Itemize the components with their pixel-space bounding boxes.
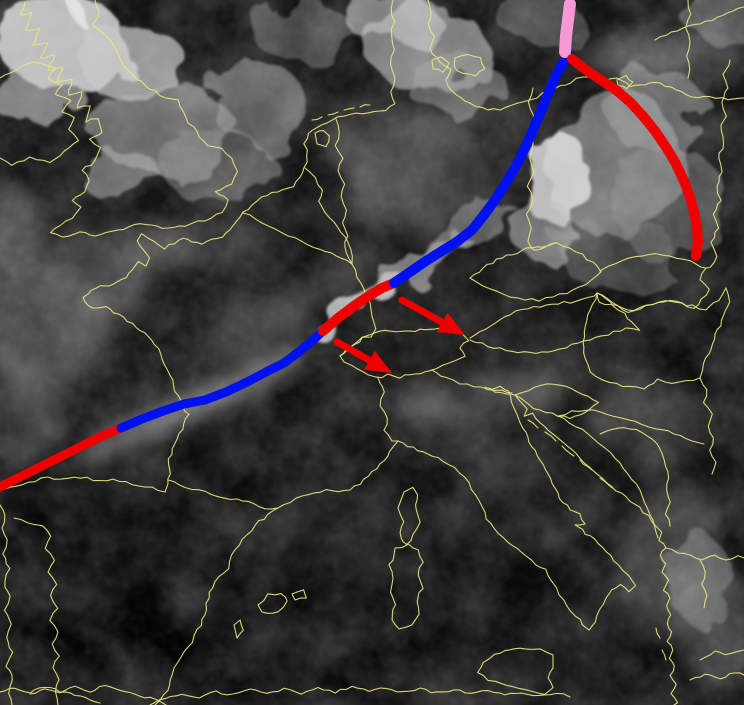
flow-arrow-north-alps-head — [436, 312, 465, 335]
flow-arrow-north-alps — [398, 296, 465, 335]
border-hungary-south-west-border — [582, 292, 701, 390]
occluded-front — [559, 0, 576, 58]
border-sardinia — [388, 543, 424, 630]
cold-front-germany — [389, 52, 575, 288]
border-frisian-islands-3 — [343, 107, 355, 111]
border-france-mediterranean-coast — [277, 440, 399, 509]
border-hungary-north-border — [596, 287, 727, 314]
border-slovakia-south-border — [596, 267, 710, 312]
border-morocco-coast — [0, 686, 101, 704]
border-ruegen-island — [616, 74, 634, 90]
border-ireland-coast — [0, 61, 80, 166]
border-ukraine-west-border — [705, 59, 731, 269]
border-greece-inland-border — [699, 559, 708, 609]
border-portugal-west-coast — [0, 504, 14, 705]
border-greece-south-coast — [689, 672, 744, 681]
border-austria-north-border — [469, 292, 598, 339]
border-peloponnese-coast — [699, 649, 744, 661]
border-serbia-romania-border — [699, 377, 717, 475]
border-sicily — [477, 647, 554, 695]
border-slovakia-north-border — [599, 253, 707, 272]
border-croatian-islands-4 — [579, 459, 593, 471]
border-croatia-adriatic-coast — [514, 394, 667, 549]
border-corsica — [397, 486, 421, 545]
border-sava-border — [557, 409, 705, 445]
border-sweden-coast — [654, 6, 744, 41]
border-ijsselmeer — [314, 130, 330, 148]
border-france-italy-border — [377, 377, 399, 442]
border-north-sea-coast — [242, 0, 396, 213]
border-italy-west-coast — [397, 385, 637, 631]
border-belgium-france-border — [242, 212, 353, 265]
border-ionian-islands-2 — [661, 649, 667, 661]
border-croatia-bosnia-border — [557, 415, 659, 539]
flow-arrow-south-alps — [333, 338, 392, 373]
border-frisian-islands-2 — [327, 111, 339, 116]
border-mallorca — [257, 593, 288, 614]
border-frisian-islands-4 — [359, 104, 371, 108]
border-albania-greece-border — [665, 547, 744, 561]
weather-front-layer — [0, 0, 703, 493]
warm-front-southwest — [0, 423, 126, 493]
border-croatian-islands-3 — [561, 445, 575, 457]
border-slovenia-croatia-border — [514, 383, 600, 420]
border-spain-east-coast — [154, 507, 279, 705]
flow-arrow-south-alps-shaft — [333, 338, 376, 366]
flow-arrow-layer — [333, 296, 465, 373]
border-bosnia-serbia-border — [599, 427, 671, 527]
border-zealand-island — [453, 53, 486, 77]
border-netherlands-germany-border — [334, 118, 353, 265]
border-portugal-spain-border — [13, 517, 60, 705]
border-spain-south-coast — [29, 684, 167, 705]
border-croatian-islands-5 — [599, 477, 613, 489]
warm-front-east — [567, 54, 703, 261]
border-hungary-east-border — [699, 287, 731, 379]
border-baltic-sea-border — [685, 0, 692, 79]
border-funen-island — [431, 56, 450, 73]
warm-front-central — [318, 278, 399, 336]
border-spain-north-coast — [0, 476, 166, 493]
border-baltic-south-coast — [582, 76, 744, 101]
flow-arrow-south-alps-head — [363, 350, 392, 373]
border-menorca — [291, 589, 307, 601]
border-africa-coast — [149, 685, 571, 705]
cold-front-france — [116, 326, 328, 433]
border-croatian-islands-2 — [544, 431, 557, 442]
border-ibiza — [233, 619, 244, 639]
border-croatian-islands-1 — [527, 419, 539, 429]
border-benelux-germany-border — [304, 167, 353, 265]
border-italy-north-border — [431, 369, 513, 394]
flow-arrow-north-alps-shaft — [398, 296, 449, 328]
border-ionian-islands-1 — [655, 627, 661, 639]
border-pyrenees-border — [167, 479, 279, 510]
border-great-britain-coast — [19, 0, 239, 238]
border-czech-republic — [469, 241, 602, 302]
border-switzerland — [339, 327, 470, 379]
border-frisian-islands-1 — [311, 116, 323, 121]
border-albania-coast — [659, 547, 679, 705]
border-france-west-coast — [82, 211, 244, 493]
